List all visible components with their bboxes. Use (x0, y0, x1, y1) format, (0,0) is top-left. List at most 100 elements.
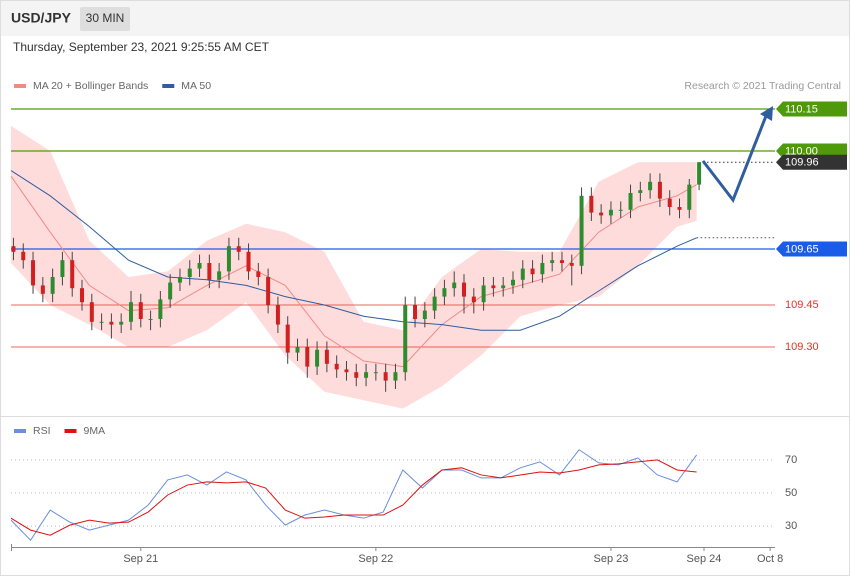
candle-body (608, 209, 613, 216)
candle-body (393, 372, 398, 381)
candle-body (315, 349, 320, 367)
candle-body (138, 302, 143, 319)
candle-body (168, 282, 173, 300)
timeframe: 30 MIN (86, 11, 125, 25)
candle-body (667, 198, 672, 207)
candle-body (217, 271, 222, 280)
candle-body (687, 184, 692, 210)
timeframe-badge (80, 7, 130, 31)
candle-body (295, 347, 300, 353)
level-label: 109.96 (785, 157, 819, 169)
candle-body (432, 296, 437, 311)
candle-body (334, 363, 339, 370)
candle-body (148, 319, 153, 320)
projection-arrow (701, 115, 768, 204)
candle-body (697, 162, 702, 185)
candle-body (236, 246, 241, 252)
candle-body (99, 321, 104, 323)
candle-body (50, 277, 55, 294)
legend-label: MA 20 + Bollinger Bands (33, 80, 148, 92)
rsi-line (10, 459, 697, 536)
candle-body (305, 347, 310, 367)
candle-body (677, 207, 682, 210)
candle-body (187, 268, 192, 277)
candle-body (462, 282, 467, 297)
candle-body (80, 288, 85, 303)
date: Thursday, September 23, 2021 9:25:55 AM … (13, 40, 270, 54)
candle-body (197, 263, 202, 269)
rsi-line (10, 449, 698, 541)
candle-body (648, 181, 653, 191)
candle-body (520, 268, 525, 280)
candle-body (40, 285, 45, 294)
x-tick-label: Sep 23 (593, 553, 628, 565)
legend-swatch (162, 84, 175, 88)
candle-body (579, 195, 584, 266)
candle-body (89, 302, 94, 322)
candle-body (177, 277, 182, 283)
candle-body (109, 321, 114, 325)
candle-body (628, 193, 633, 210)
bollinger-band (11, 125, 697, 409)
x-tick-label: Sep 21 (123, 553, 158, 565)
candle-body (413, 305, 418, 319)
legend-label: 9MA (84, 425, 106, 437)
ma-line (10, 175, 697, 368)
header-bar (1, 1, 849, 36)
x-tick-label: Oct 8 (757, 553, 783, 565)
candle-body (226, 246, 231, 272)
legend-label: RSI (33, 425, 51, 437)
candle-body (60, 260, 65, 277)
level-label: 110.00 (785, 145, 818, 157)
candle-body (540, 263, 545, 275)
candle-body (373, 372, 378, 374)
candle-body (422, 310, 427, 319)
candle-body (403, 305, 408, 373)
candle-body (510, 279, 515, 286)
candle-body (128, 302, 133, 322)
symbol: USD/JPY (11, 10, 72, 26)
candle-body (569, 263, 574, 266)
candle-body (344, 369, 349, 373)
candle-body (530, 268, 535, 275)
legend-swatch (64, 429, 77, 433)
candle-body (471, 296, 476, 303)
candle-body (559, 260, 564, 263)
candle-body (21, 251, 26, 261)
level-badge (776, 241, 847, 257)
candle-body (550, 260, 555, 263)
projection-arrowhead (760, 106, 773, 121)
candle-body (442, 288, 447, 297)
candle-body (275, 305, 280, 325)
candle-body (246, 251, 251, 272)
level-label: 109.30 (785, 341, 819, 353)
candle-body (266, 277, 271, 305)
legend-label: MA 50 (181, 80, 211, 92)
candle-body (158, 299, 163, 319)
candle-body (324, 349, 329, 364)
candle-body (638, 190, 643, 193)
candle-body (11, 246, 16, 252)
ma-line (10, 170, 697, 331)
level-label: 109.45 (785, 299, 819, 311)
candle-body (354, 372, 359, 378)
candle-body (491, 285, 496, 289)
candle-body (657, 181, 662, 199)
level-badge (776, 154, 847, 170)
candle-body (207, 263, 212, 280)
candle-body (364, 372, 369, 378)
candle-body (31, 260, 36, 286)
candle-body (589, 195, 594, 213)
level-label: 109.65 (785, 243, 819, 255)
y-tick-label: 50 (785, 487, 797, 499)
candle-body (599, 212, 604, 216)
candle-body (383, 372, 388, 381)
y-tick-label: 30 (785, 520, 797, 532)
candle-body (618, 209, 623, 211)
credit: Research © 2021 Trading Central (684, 80, 841, 92)
x-tick-label: Sep 24 (687, 553, 722, 565)
candle-body (285, 324, 290, 353)
candle-body (256, 271, 261, 277)
